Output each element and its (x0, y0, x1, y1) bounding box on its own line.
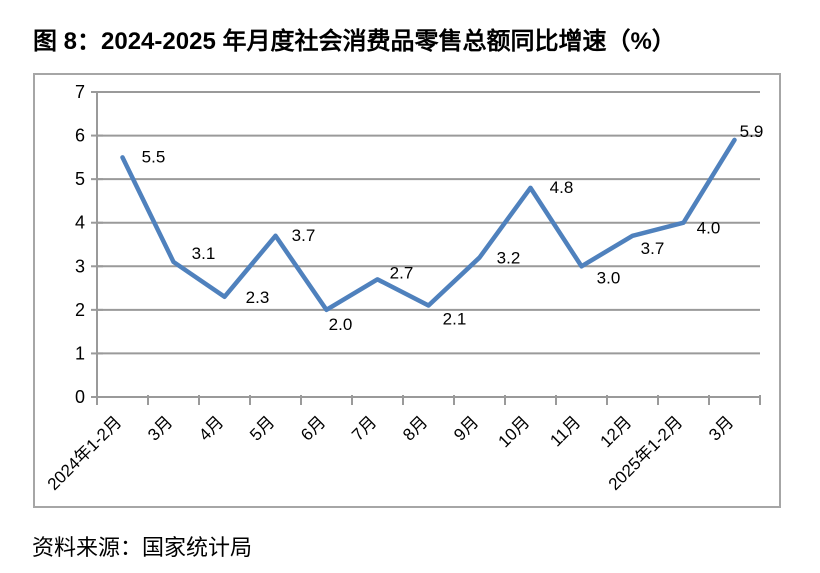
data-label: 2.0 (329, 315, 353, 334)
data-label: 3.0 (597, 268, 621, 287)
x-tick-label: 3月 (705, 412, 737, 444)
y-tick-label: 5 (75, 169, 85, 189)
y-tick-label: 7 (75, 82, 85, 102)
data-label: 5.5 (142, 147, 166, 166)
series-line (120, 137, 737, 313)
y-tick-label: 6 (75, 126, 85, 146)
source-note: 资料来源：国家统计局 (32, 535, 253, 560)
x-tick-label: 2024年1-2月 (44, 412, 126, 494)
data-label: 3.2 (497, 249, 521, 268)
x-tick-label: 9月 (450, 412, 482, 444)
x-tick-label: 11月 (546, 412, 584, 450)
data-label: 2.3 (246, 288, 270, 307)
y-tick-label: 2 (75, 300, 85, 320)
line-chart: 0 1 2 3 4 5 6 7 2024年1-2月 3月 4月 5月 6月 7月 8月 9月 10月 11月 12月… (44, 82, 764, 494)
data-label: 3.7 (292, 226, 316, 245)
x-tick-label: 3月 (144, 412, 176, 444)
chart-container: 0 1 2 3 4 5 6 7 2024年1-2月 3月 4月 5月 6月 7月 8月 9月 10月 11月 12月… (33, 73, 781, 508)
data-label: 4.8 (550, 178, 574, 197)
x-tick-label: 6月 (297, 412, 329, 444)
x-tick-label: 7月 (348, 412, 380, 444)
x-tick-label: 12月 (596, 412, 635, 451)
data-label: 2.7 (390, 263, 414, 282)
y-tick-label: 0 (75, 387, 85, 407)
y-tick-label: 1 (75, 343, 85, 363)
data-label: 3.1 (192, 244, 216, 263)
x-tick-label: 4月 (195, 412, 227, 444)
y-tick-label: 3 (75, 256, 85, 276)
data-label: 5.9 (740, 122, 764, 141)
data-label: 4.0 (697, 219, 721, 238)
data-label: 3.7 (641, 239, 665, 258)
y-tick-label: 4 (75, 213, 85, 233)
data-label: 2.1 (443, 310, 467, 329)
figure-title: 图 8：2024-2025 年月度社会消费品零售总额同比增速（%） (33, 28, 676, 55)
x-tick-label: 8月 (399, 412, 431, 444)
x-tick-label: 10月 (494, 412, 533, 451)
x-tick-label: 5月 (246, 412, 278, 444)
